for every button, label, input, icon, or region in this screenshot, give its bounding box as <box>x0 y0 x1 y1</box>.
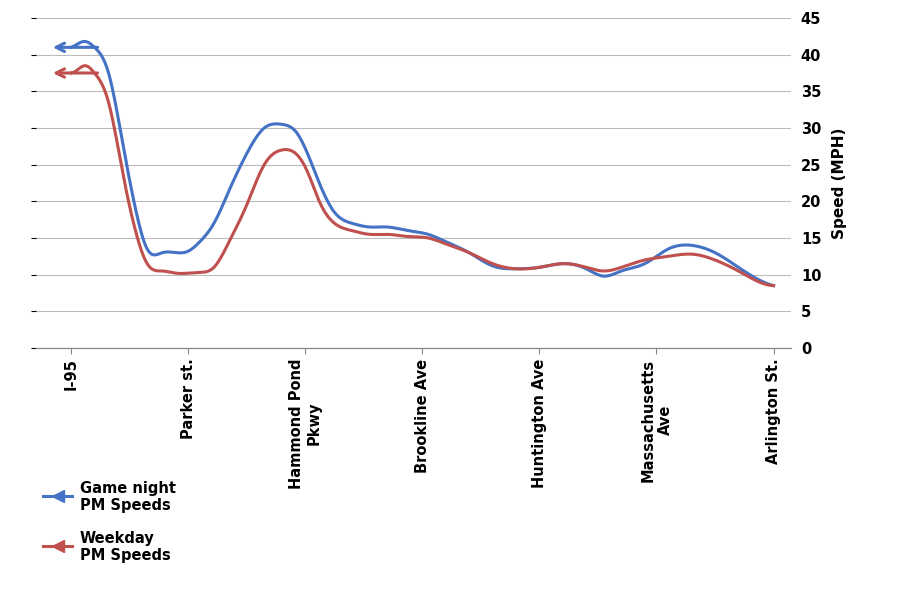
Y-axis label: Speed (MPH): Speed (MPH) <box>832 127 848 239</box>
Legend: Game night
PM Speeds, Weekday
PM Speeds: Game night PM Speeds, Weekday PM Speeds <box>43 481 175 563</box>
